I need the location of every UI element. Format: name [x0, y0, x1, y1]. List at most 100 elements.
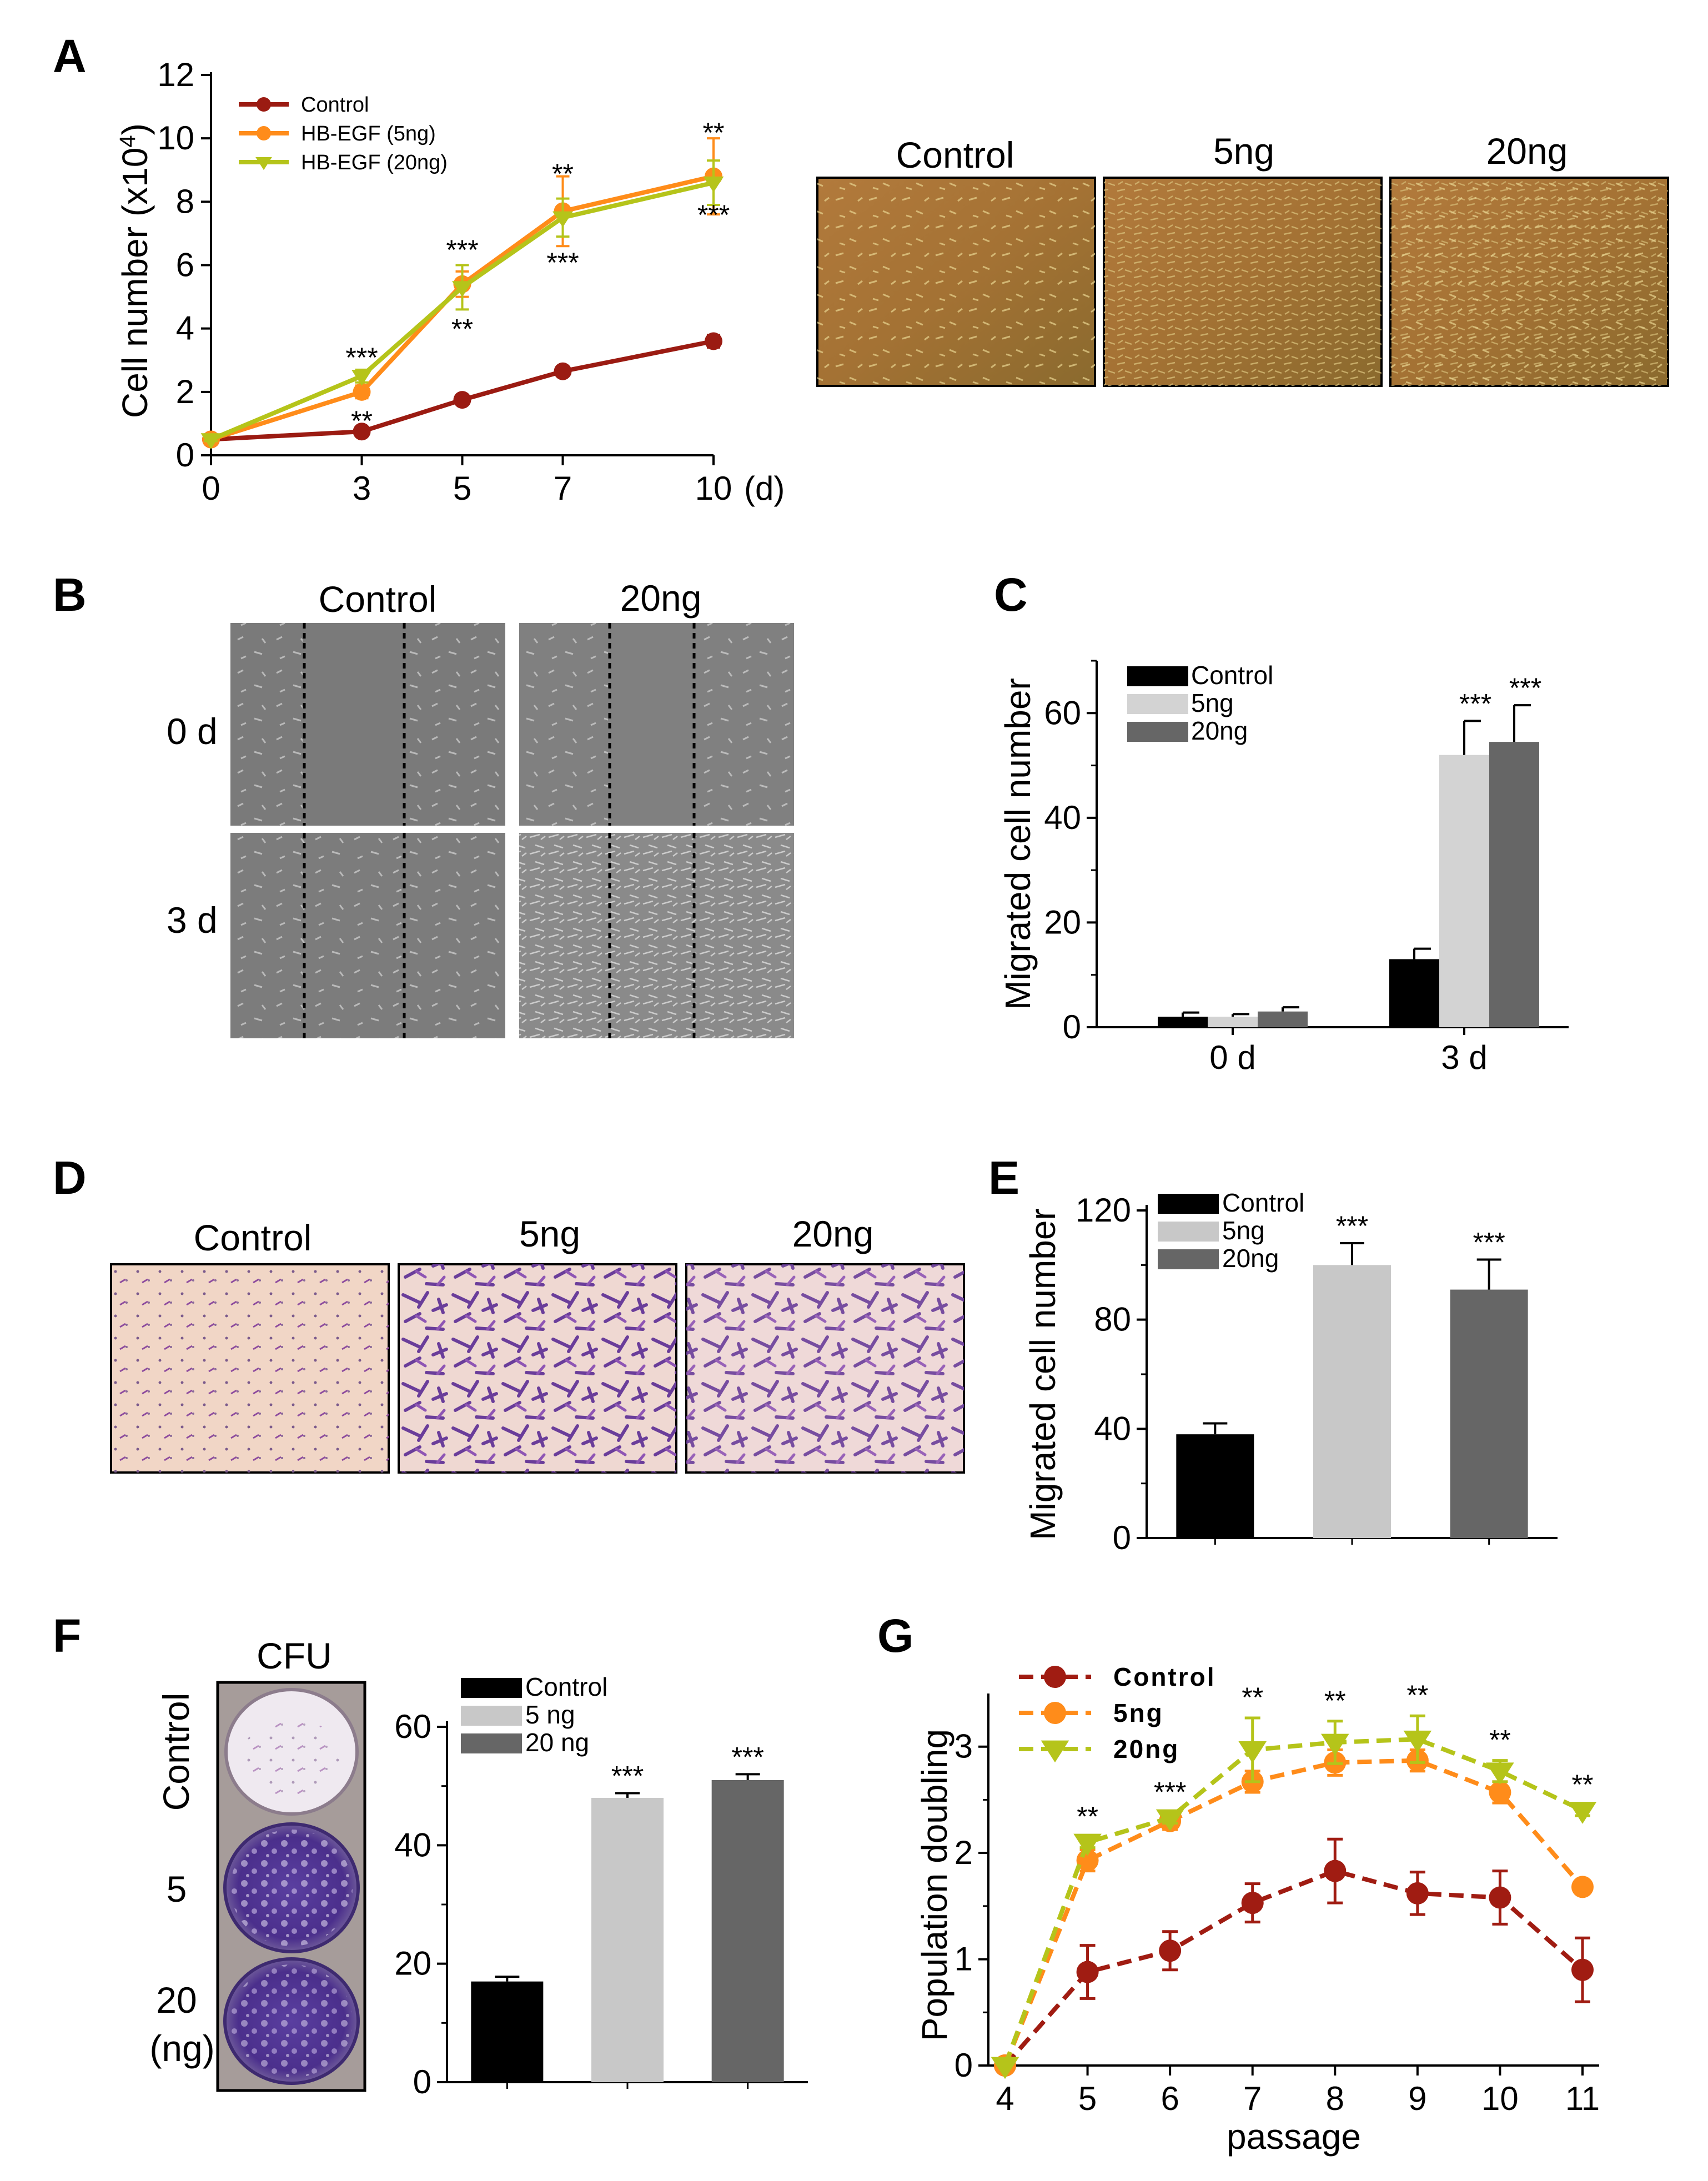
significance-mark: ** [1324, 1685, 1346, 1716]
data-point [1486, 1762, 1514, 1785]
bar-control-3-d [1389, 959, 1439, 1027]
legend-label: Control [1191, 661, 1273, 690]
data-point [1241, 1892, 1264, 1914]
legend-swatch [1127, 666, 1188, 686]
bar-20ng [1450, 1289, 1528, 1538]
data-point [200, 433, 222, 450]
legend-marker [1041, 1740, 1069, 1763]
legend-swatch [1158, 1194, 1219, 1214]
x-tick-label: 0 d [1209, 1039, 1255, 1076]
legend-marker [1044, 1666, 1066, 1688]
x-tick-label: 10 [695, 470, 732, 507]
x-tick-label: 8 [1326, 2080, 1344, 2117]
y-tick-label: 0 [176, 436, 194, 474]
panel-b-row-label-3d: 3 d [167, 899, 218, 941]
panel-letter-f: F [53, 1610, 81, 1662]
bar-20ng-0-d [1258, 1011, 1308, 1027]
y-tick-label: 60 [1044, 694, 1081, 731]
y-tick-label: 0 [1063, 1008, 1081, 1046]
legend-marker [255, 157, 272, 170]
y-tick-label: 8 [176, 183, 194, 220]
data-point [453, 391, 471, 409]
bar-control [1176, 1434, 1254, 1538]
y-tick-label: 4 [176, 310, 194, 347]
plate-label-control: Control [155, 1693, 197, 1811]
data-point [1403, 1730, 1432, 1753]
significance-mark: ** [1242, 1682, 1263, 1713]
y-tick-label: 2 [176, 373, 194, 410]
significance-mark: *** [1509, 672, 1541, 703]
series-control [202, 332, 722, 449]
data-point [1324, 1860, 1347, 1882]
legend-label: HB-EGF (20ng) [301, 151, 448, 174]
legend-swatch [461, 1678, 522, 1698]
y-axis-label: Migrated cell number [1023, 1208, 1063, 1540]
y-tick-label: 120 [1076, 1192, 1131, 1229]
panel-a-images: Control 5ng 20ng [816, 130, 1669, 387]
data-point [991, 2057, 1019, 2079]
x-tick-label: 5 [1078, 2080, 1097, 2117]
legend-label: Control [1113, 1662, 1216, 1691]
legend-label: Control [525, 1672, 607, 1701]
legend-label: 20ng [1113, 1735, 1179, 1763]
panel-letter-b: B [53, 569, 87, 621]
legend-label: 5ng [1222, 1216, 1265, 1245]
bar-5-ng [591, 1798, 664, 2082]
x-tick-label: 7 [1243, 2080, 1262, 2117]
y-tick-label: 40 [1094, 1410, 1131, 1447]
data-point [1156, 1809, 1184, 1832]
x-tick-label: 3 [353, 470, 371, 507]
data-point [1406, 1882, 1429, 1904]
panel-b-col-label-20ng: 20ng [620, 577, 702, 619]
data-point [1320, 1733, 1349, 1756]
significance-mark: *** [697, 199, 730, 230]
significance-mark: *** [1336, 1210, 1368, 1242]
panel-a-image-label-5ng: 5ng [1213, 130, 1274, 172]
panel-d-label-control: Control [194, 1217, 312, 1258]
series-5ng [994, 1748, 1594, 2077]
panel-a-image-label-control: Control [896, 134, 1014, 175]
significance-mark: *** [446, 234, 478, 265]
plate-label-unit: (ng) [149, 2028, 214, 2069]
legend-label: Control [1222, 1188, 1304, 1217]
panel-a-image-label-20ng: 20ng [1486, 130, 1568, 172]
x-unit-label: (d) [744, 470, 785, 507]
bar-control-0-d [1158, 1017, 1208, 1027]
significance-mark: ** [552, 158, 574, 189]
significance-mark: *** [546, 247, 579, 278]
y-tick-label: 6 [176, 247, 194, 284]
legend-swatch [461, 1706, 522, 1726]
x-tick-label: 4 [996, 2080, 1014, 2117]
chart-g: 0 1 2 3 4 5 6 7 8 9 10 11 passage Population doubling… [915, 1662, 1600, 2157]
y-tick-label: 1 [955, 1941, 973, 1978]
legend-label: 20ng [1222, 1244, 1279, 1273]
y-tick-label: 0 [955, 2047, 973, 2084]
x-tick-label: 10 [1481, 2080, 1519, 2117]
y-tick-label: 0 [1113, 1519, 1131, 1556]
data-point [703, 176, 724, 193]
data-point [1571, 1876, 1594, 1898]
x-tick-label: 3 d [1441, 1039, 1487, 1076]
panel-b-col-label-control: Control [319, 579, 437, 620]
significance-mark: *** [611, 1760, 644, 1791]
data-point [1571, 1958, 1594, 1981]
legend-label: Control [301, 93, 369, 117]
legend-label: 20 ng [525, 1728, 589, 1757]
x-tick-label: 6 [1161, 2080, 1179, 2117]
panel-letter-g: G [877, 1610, 913, 1662]
series-hb-egf-20ng [200, 159, 724, 450]
legend-marker [1044, 1702, 1066, 1724]
cfu-title: CFU [257, 1635, 332, 1676]
data-point [351, 370, 372, 386]
y-tick-label: 20 [1044, 903, 1081, 941]
bar-control [471, 1981, 544, 2082]
plate-label-20: 20 [156, 1979, 197, 2021]
legend-label: 5ng [1191, 689, 1234, 717]
significance-mark: *** [1154, 1776, 1186, 1807]
chart-e: 0 40 80 120 Migrated cell number *** *** Contro… [1023, 1188, 1558, 1556]
y-tick-label: 2 [955, 1834, 973, 1871]
data-point [1238, 1741, 1267, 1763]
significance-mark: *** [1473, 1227, 1505, 1258]
